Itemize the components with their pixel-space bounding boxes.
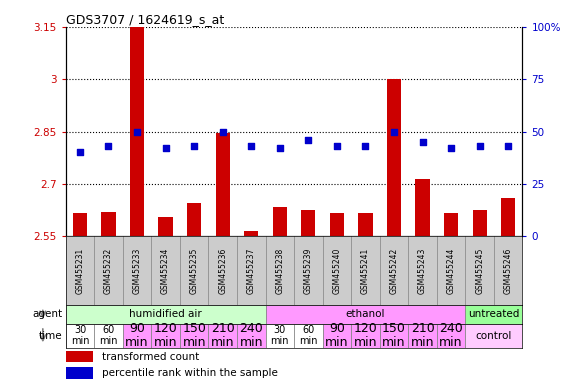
Text: 90
min: 90 min [125, 322, 149, 349]
Text: control: control [476, 331, 512, 341]
Bar [130, 23, 144, 236]
Text: 60
min: 60 min [99, 325, 118, 346]
Text: transformed count: transformed count [102, 352, 199, 362]
Text: 240
min: 240 min [239, 322, 263, 349]
Point [275, 145, 284, 151]
Bar [266, 324, 294, 348]
Bar [216, 133, 230, 236]
Point [247, 143, 256, 149]
Point [361, 143, 370, 149]
Bar [266, 305, 465, 324]
Bar [387, 79, 401, 236]
Bar [437, 324, 465, 348]
Bar [66, 305, 266, 324]
Text: 120
min: 120 min [154, 322, 178, 349]
Bar [323, 324, 351, 348]
Text: GSM455246: GSM455246 [504, 248, 513, 294]
Text: GSM455241: GSM455241 [361, 248, 370, 294]
Bar [123, 324, 151, 348]
Bar [359, 214, 372, 236]
Bar [187, 203, 202, 236]
Point [475, 143, 484, 149]
Text: humidified air: humidified air [129, 310, 202, 319]
Bar [237, 324, 266, 348]
Bar [66, 367, 93, 379]
Bar [208, 324, 237, 348]
Text: GSM455237: GSM455237 [247, 248, 256, 294]
Bar [501, 198, 515, 236]
Point [132, 128, 142, 135]
Text: GSM455238: GSM455238 [275, 248, 284, 294]
Text: 60
min: 60 min [299, 325, 317, 346]
Point [104, 143, 113, 149]
Text: GSM455233: GSM455233 [132, 248, 142, 294]
Text: 150
min: 150 min [182, 322, 206, 349]
Bar [351, 324, 380, 348]
Text: 210
min: 210 min [411, 322, 435, 349]
Point [447, 145, 456, 151]
Bar [180, 324, 208, 348]
Point [504, 143, 513, 149]
Bar [66, 324, 94, 348]
Bar [380, 324, 408, 348]
Bar [301, 210, 315, 236]
Text: 30
min: 30 min [271, 325, 289, 346]
Bar [330, 214, 344, 236]
Point [304, 137, 313, 143]
Point [161, 145, 170, 151]
Text: GSM455235: GSM455235 [190, 248, 199, 294]
Text: GSM455243: GSM455243 [418, 248, 427, 294]
Point [418, 139, 427, 145]
Text: GSM455242: GSM455242 [389, 248, 399, 294]
Text: GSM455232: GSM455232 [104, 248, 113, 294]
Point [190, 143, 199, 149]
Point [75, 149, 85, 156]
Text: GSM455244: GSM455244 [447, 248, 456, 294]
Bar [66, 351, 93, 362]
Bar [473, 210, 486, 236]
Bar [73, 214, 87, 236]
Bar [151, 324, 180, 348]
Text: 120
min: 120 min [353, 322, 377, 349]
Text: GSM455236: GSM455236 [218, 248, 227, 294]
Text: GSM455234: GSM455234 [161, 248, 170, 294]
Bar [294, 324, 323, 348]
Text: GSM455239: GSM455239 [304, 248, 313, 294]
Text: GSM455245: GSM455245 [475, 248, 484, 294]
Bar [244, 231, 258, 236]
Text: 30
min: 30 min [71, 325, 89, 346]
Point [389, 128, 399, 135]
Bar [273, 207, 287, 236]
Text: time: time [39, 331, 63, 341]
Bar [159, 217, 173, 236]
Text: GSM455240: GSM455240 [332, 248, 341, 294]
Text: GDS3707 / 1624619_s_at: GDS3707 / 1624619_s_at [66, 13, 224, 26]
Bar [444, 214, 458, 236]
Text: 210
min: 210 min [211, 322, 235, 349]
Bar [102, 212, 116, 236]
Text: 240
min: 240 min [439, 322, 463, 349]
Text: 150
min: 150 min [382, 322, 406, 349]
Text: GSM455231: GSM455231 [75, 248, 85, 294]
Text: ethanol: ethanol [345, 310, 385, 319]
Bar [465, 324, 522, 348]
Bar [408, 324, 437, 348]
Text: percentile rank within the sample: percentile rank within the sample [102, 368, 278, 378]
Bar [465, 305, 522, 324]
Point [332, 143, 341, 149]
Bar [416, 179, 430, 236]
Text: untreated: untreated [468, 310, 520, 319]
Point [218, 128, 227, 135]
Text: 90
min: 90 min [325, 322, 349, 349]
Bar [94, 324, 123, 348]
Text: agent: agent [33, 310, 63, 319]
